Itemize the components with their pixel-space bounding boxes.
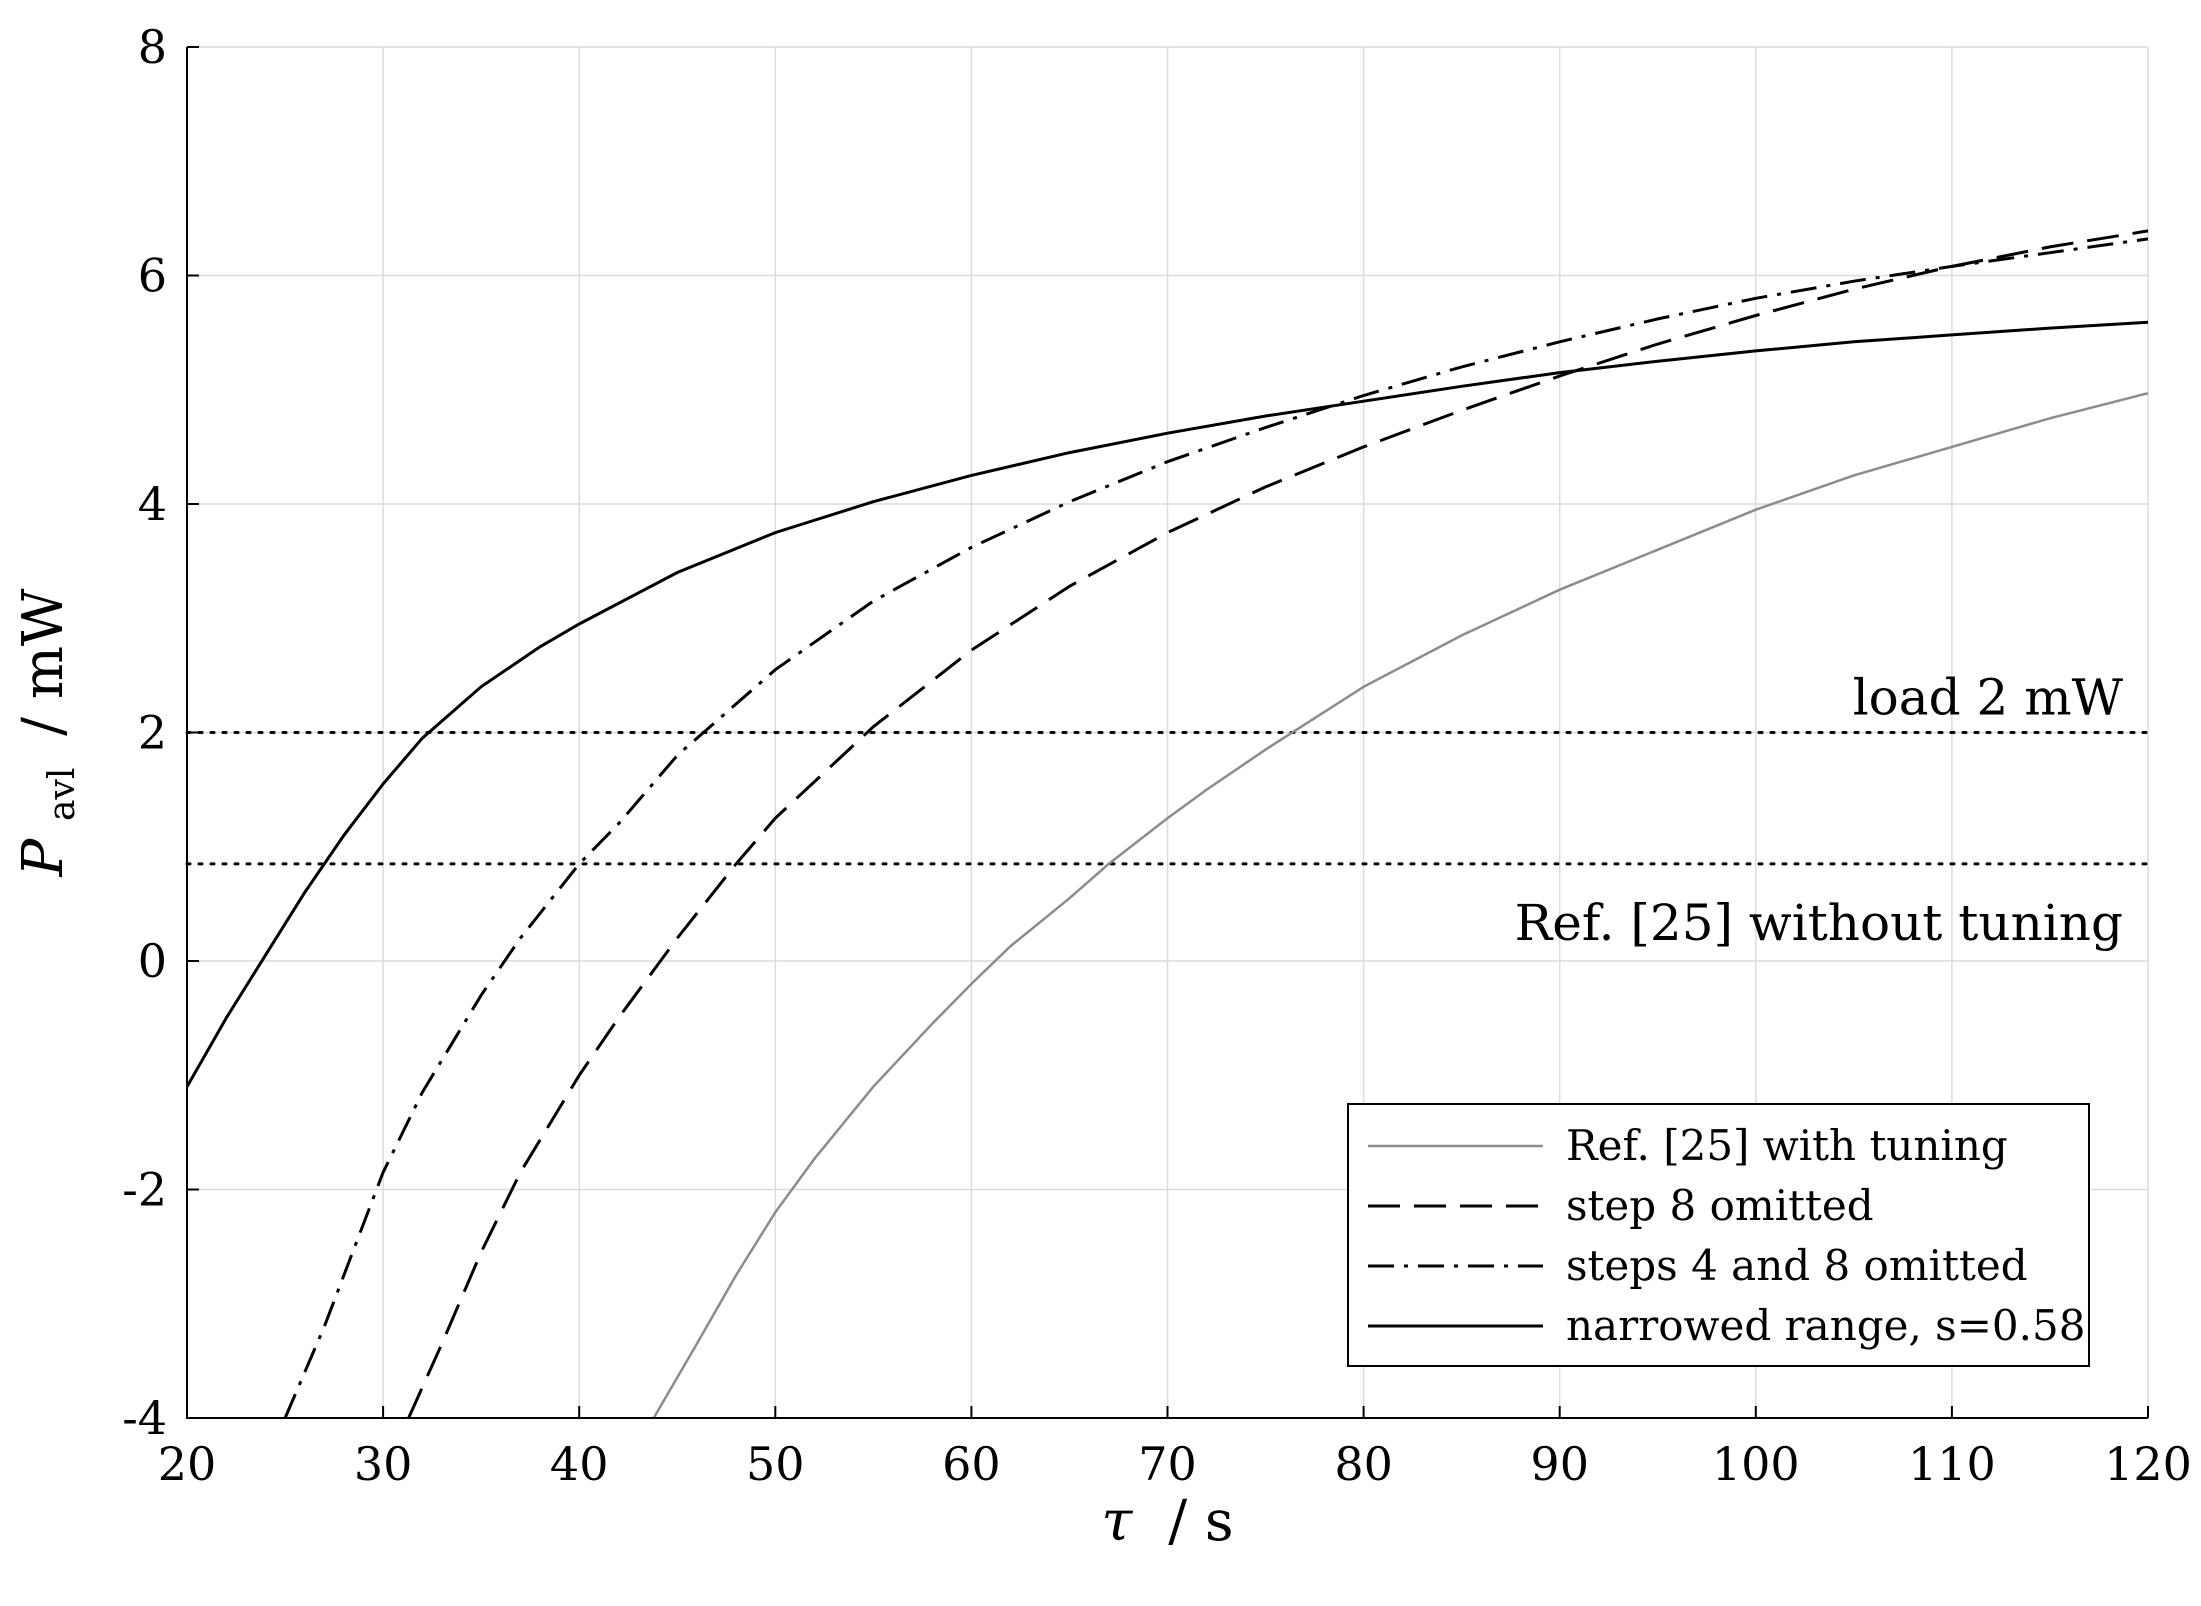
x-tick-label: 20 [158, 1437, 217, 1491]
axes [186, 46, 2149, 1419]
annotation-load: load 2 mW [1853, 669, 2124, 727]
y-tick-label: -2 [122, 1163, 167, 1217]
x-tick-label: 40 [550, 1437, 609, 1491]
legend-label: narrowed range, s=0.58 [1566, 1301, 2085, 1350]
axis-line [186, 47, 2148, 1419]
y-tick-label: -4 [122, 1391, 167, 1445]
x-tick-label: 100 [1712, 1437, 1800, 1491]
series-line-4 [185, 320, 2149, 1088]
legend-item: step 8 omitted [1368, 1181, 1874, 1230]
x-tick-label: 50 [746, 1437, 805, 1491]
y-tick-label: 4 [138, 477, 167, 531]
y-axis-label: P avl / mW [11, 588, 88, 877]
y-axis-subscript: avl [42, 768, 83, 821]
x-tick-label: 110 [1908, 1437, 1996, 1491]
y-axis-symbol: P [11, 837, 76, 877]
legend-box [1347, 1103, 2090, 1367]
series-line-1 [652, 391, 2149, 1419]
y-tick-label: 6 [138, 249, 167, 303]
tick-labels: 20 30 40 50 60 70 80 90 100 110 120 -4 -2 0 2 4 6 8 [122, 20, 2192, 1491]
data-series [185, 229, 2149, 1419]
legend: Ref. [25] with tuning step 8 omitted ste… [1347, 1103, 2090, 1367]
y-tick-label: 8 [138, 20, 167, 74]
x-tick-label: 90 [1530, 1437, 1589, 1491]
annotation-ref-without-tuning: Ref. [25] without tuning [1515, 894, 2123, 952]
x-axis-label: τ / s [1101, 1489, 1233, 1554]
legend-label: step 8 omitted [1566, 1181, 1874, 1230]
y-tick-label: 2 [138, 706, 167, 760]
legend-item: narrowed range, s=0.58 [1368, 1301, 2085, 1350]
x-axis-unit: / s [1168, 1489, 1233, 1554]
x-tick-label: 120 [2104, 1437, 2192, 1491]
x-tick-label: 70 [1138, 1437, 1197, 1491]
x-tick-label: 60 [942, 1437, 1001, 1491]
y-tick-label: 0 [138, 934, 167, 988]
x-axis-symbol: τ [1101, 1489, 1133, 1554]
x-tick-label: 30 [354, 1437, 413, 1491]
legend-item: Ref. [25] with tuning [1368, 1121, 2008, 1170]
y-axis-unit: / mW [11, 588, 76, 736]
legend-label: steps 4 and 8 omitted [1566, 1241, 2028, 1290]
x-tick-label: 80 [1334, 1437, 1393, 1491]
legend-label: Ref. [25] with tuning [1566, 1121, 2008, 1170]
series-line-2 [407, 229, 2149, 1419]
reference-lines [185, 731, 2150, 866]
legend-item: steps 4 and 8 omitted [1368, 1241, 2028, 1290]
